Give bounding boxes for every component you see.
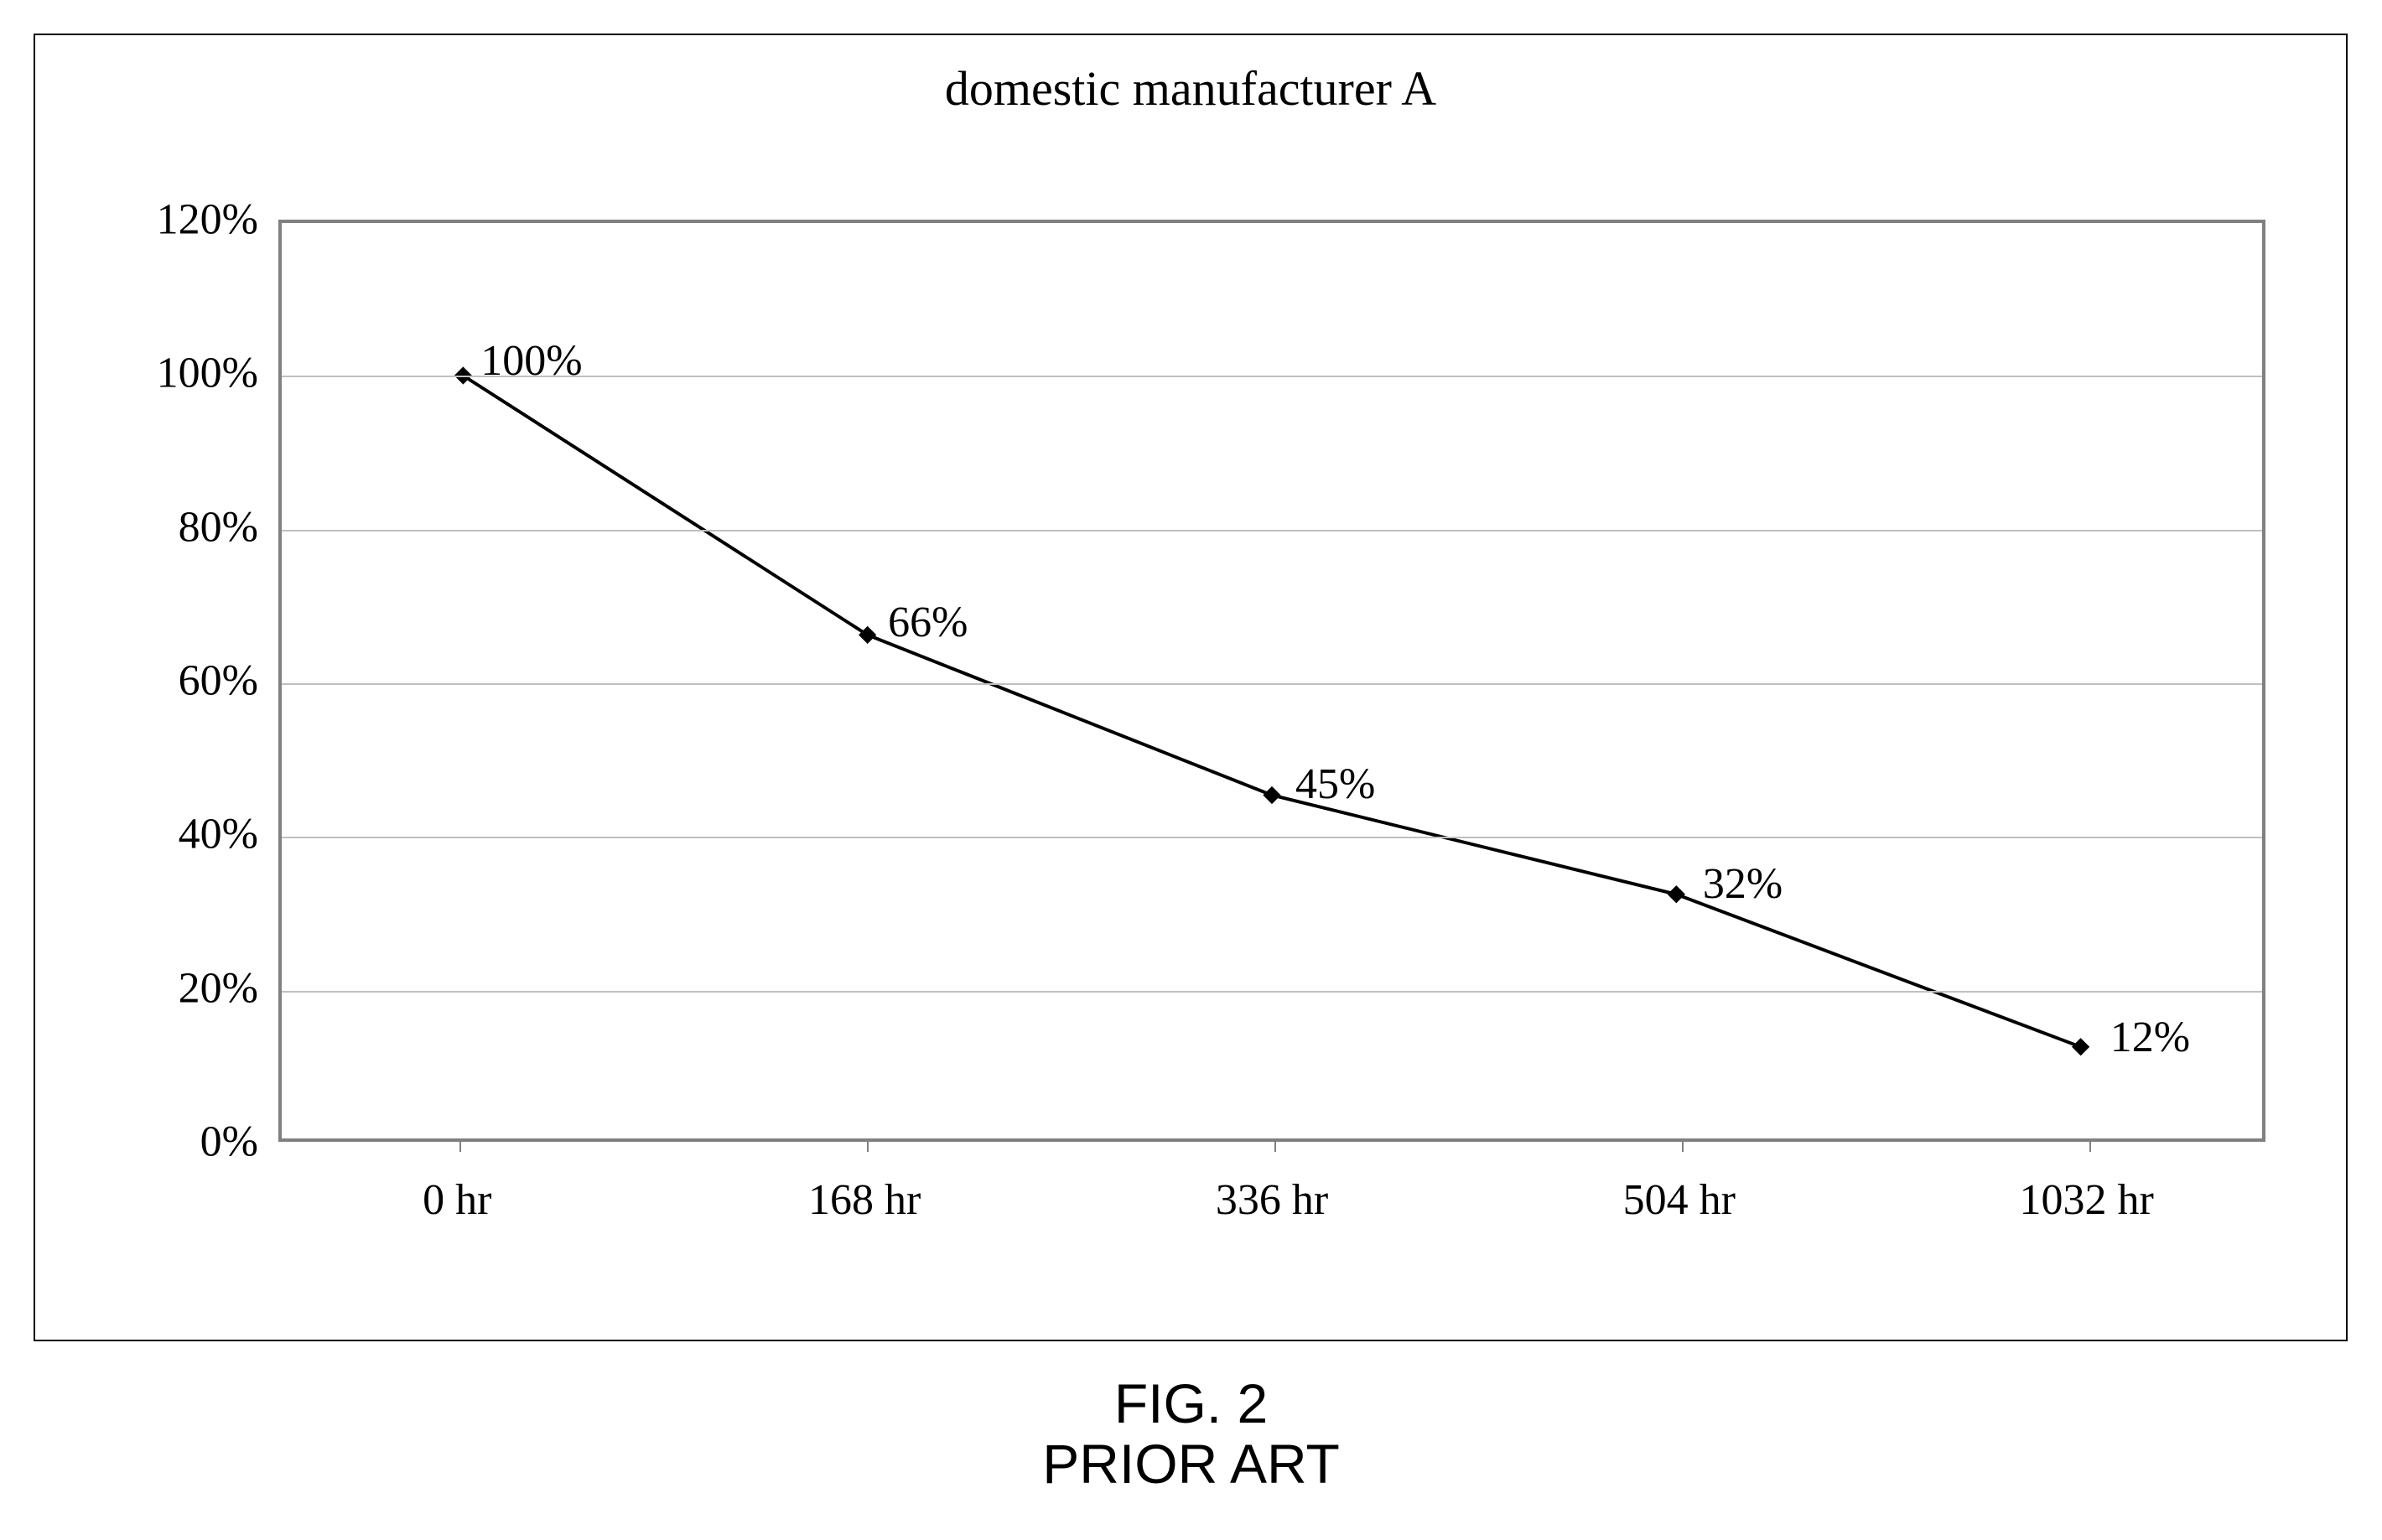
y-tick-label: 20% xyxy=(124,963,258,1013)
figure-prior-art: PRIOR ART xyxy=(0,1435,2382,1493)
x-tick xyxy=(867,1138,869,1152)
data-label: 32% xyxy=(1703,859,1783,909)
y-tick-label: 120% xyxy=(124,195,258,245)
chart-outer-border: domestic manufacturer A luminous flux ma… xyxy=(34,34,2348,1341)
x-tick-label: 168 hr xyxy=(808,1175,921,1225)
chart-title: domestic manufacturer A xyxy=(35,60,2346,117)
x-tick xyxy=(1274,1138,1276,1152)
x-tick-label: 0 hr xyxy=(423,1175,491,1225)
gridline xyxy=(282,991,2262,993)
x-tick-label: 336 hr xyxy=(1216,1175,1328,1225)
y-tick-label: 100% xyxy=(124,349,258,398)
data-label: 100% xyxy=(480,336,582,386)
y-tick-label: 0% xyxy=(124,1117,258,1167)
data-label: 66% xyxy=(888,598,968,647)
data-label: 12% xyxy=(2110,1013,2190,1062)
data-marker xyxy=(2073,1039,2089,1055)
y-tick-label: 60% xyxy=(124,656,258,706)
y-tick-label: 40% xyxy=(124,810,258,859)
data-line xyxy=(463,376,2080,1047)
x-tick xyxy=(2089,1138,2091,1152)
x-tick xyxy=(459,1138,461,1152)
x-tick-label: 504 hr xyxy=(1623,1175,1736,1225)
gridline xyxy=(282,683,2262,685)
data-marker xyxy=(859,626,876,643)
data-marker xyxy=(1264,787,1280,804)
gridline xyxy=(282,530,2262,531)
data-label: 45% xyxy=(1295,760,1375,809)
gridline xyxy=(282,837,2262,838)
y-tick-label: 80% xyxy=(124,502,258,552)
x-tick xyxy=(1682,1138,1684,1152)
data-marker xyxy=(1668,886,1684,903)
figure-number: FIG. 2 xyxy=(0,1375,2382,1433)
x-tick-label: 1032 hr xyxy=(2020,1175,2154,1225)
